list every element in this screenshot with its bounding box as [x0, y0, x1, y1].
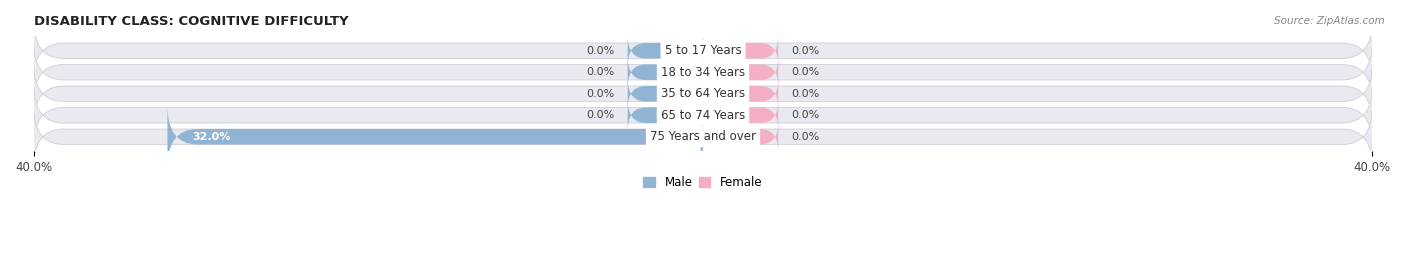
Text: 0.0%: 0.0% [792, 46, 820, 56]
Text: 0.0%: 0.0% [792, 110, 820, 120]
Text: 5 to 17 Years: 5 to 17 Years [665, 44, 741, 57]
FancyBboxPatch shape [627, 57, 703, 88]
Text: 32.0%: 32.0% [193, 132, 231, 142]
FancyBboxPatch shape [34, 84, 1372, 146]
Text: DISABILITY CLASS: COGNITIVE DIFFICULTY: DISABILITY CLASS: COGNITIVE DIFFICULTY [34, 15, 349, 28]
Text: Source: ZipAtlas.com: Source: ZipAtlas.com [1274, 16, 1385, 26]
Text: 0.0%: 0.0% [586, 67, 614, 77]
Text: 65 to 74 Years: 65 to 74 Years [661, 109, 745, 122]
Text: 75 Years and over: 75 Years and over [650, 130, 756, 143]
Text: 0.0%: 0.0% [586, 89, 614, 99]
FancyBboxPatch shape [627, 35, 703, 66]
FancyBboxPatch shape [34, 63, 1372, 125]
Text: 0.0%: 0.0% [792, 67, 820, 77]
Text: 18 to 34 Years: 18 to 34 Years [661, 66, 745, 79]
FancyBboxPatch shape [703, 35, 779, 66]
FancyBboxPatch shape [703, 57, 779, 88]
FancyBboxPatch shape [703, 100, 779, 131]
FancyBboxPatch shape [703, 121, 779, 152]
FancyBboxPatch shape [627, 100, 703, 131]
Text: 0.0%: 0.0% [792, 89, 820, 99]
FancyBboxPatch shape [34, 41, 1372, 103]
FancyBboxPatch shape [703, 78, 779, 109]
FancyBboxPatch shape [627, 78, 703, 109]
Text: 0.0%: 0.0% [586, 110, 614, 120]
FancyBboxPatch shape [34, 20, 1372, 82]
FancyBboxPatch shape [34, 106, 1372, 168]
Text: 0.0%: 0.0% [792, 132, 820, 142]
Text: 35 to 64 Years: 35 to 64 Years [661, 87, 745, 100]
Legend: Male, Female: Male, Female [638, 171, 768, 194]
FancyBboxPatch shape [167, 106, 703, 168]
Text: 0.0%: 0.0% [586, 46, 614, 56]
